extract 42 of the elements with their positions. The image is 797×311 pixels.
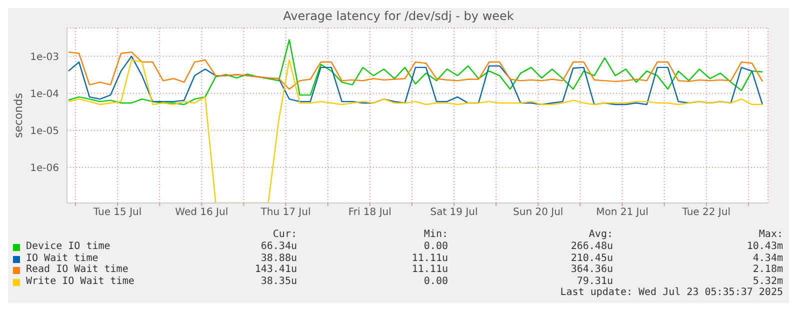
x-tick-label: Thu 17 Jul — [260, 207, 311, 218]
y-tick-label: 1e-04 — [30, 88, 59, 100]
text: 2.18m — [752, 264, 783, 276]
line-series — [68, 39, 764, 106]
text: 38.35u — [260, 276, 297, 287]
text: 0.00 — [424, 276, 448, 287]
text: 11.11u — [412, 252, 448, 264]
text: 143.41u — [254, 264, 297, 276]
text: 38.88u — [260, 252, 297, 264]
text: 266.48u — [570, 241, 613, 252]
legend-label: Write IO Wait time — [26, 276, 134, 287]
x-tick-label: Sat 19 Jul — [430, 207, 478, 218]
text: Max: — [758, 229, 783, 240]
line-series — [68, 59, 764, 203]
text: 0.00 — [424, 241, 448, 252]
y-axis-title: seconds — [12, 92, 25, 138]
x-tick-label: Tue 15 Jul — [92, 207, 142, 218]
x-tick-label: Fri 18 Jul — [348, 207, 392, 218]
x-tick-label: Mon 21 Jul — [596, 207, 648, 218]
text: 5.32m — [752, 276, 783, 287]
text: 4.34m — [752, 252, 783, 264]
text: 11.11u — [412, 264, 448, 276]
x-tick-label: Wed 16 Jul — [175, 207, 228, 218]
text: Min: — [424, 229, 448, 240]
x-tick-label: Sun 20 Jul — [513, 207, 564, 218]
x-tick-label: Tue 22 Jul — [681, 207, 730, 218]
chart-title: Average latency for /dev/sdj - by week — [282, 9, 515, 23]
text: Last update: Wed Jul 23 05:35:37 2025 — [560, 287, 783, 298]
text: Avg: — [588, 229, 613, 240]
text: 210.45u — [570, 252, 613, 264]
y-tick-label: 1e-06 — [30, 163, 59, 174]
legend-label: Read IO Wait time — [26, 264, 128, 276]
legend-label: Device IO time — [26, 241, 110, 252]
text: 66.34u — [260, 241, 297, 252]
text: 364.36u — [570, 264, 613, 276]
y-tick-label: 1e-03 — [30, 52, 59, 63]
legend-label: IO Wait time — [26, 252, 98, 264]
y-tick-label: 1e-05 — [30, 126, 59, 137]
text: 79.31u — [576, 276, 613, 287]
text: Cur: — [272, 229, 297, 240]
text: 10.43m — [746, 241, 783, 252]
line-series — [68, 51, 764, 90]
